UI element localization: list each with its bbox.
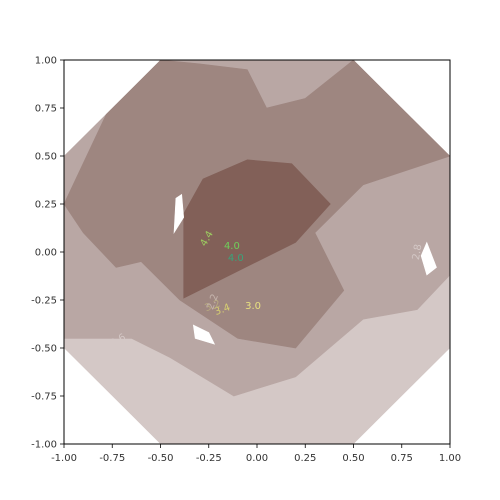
contour-region-level-4-0	[173, 193, 185, 234]
x-tick-label: -0.75	[99, 453, 125, 464]
contour-label-layer: 4.4 4.04.03.43.2 3.02.80.80.62.2	[109, 229, 425, 408]
y-tick-label: -1.00	[31, 440, 57, 451]
contour-fill-group	[64, 60, 450, 444]
y-axis: 1.00 0.75 0.50 0.25 0.00 -0.25 -0.50 -0.75 -1.00	[31, 56, 64, 451]
y-tick-label: 0.00	[35, 248, 57, 259]
y-tick-label: -0.50	[31, 344, 57, 355]
contour-label: 2.8	[411, 243, 425, 261]
contour-region-level-4-2	[420, 241, 437, 276]
contour-region-level-4-1	[192, 324, 216, 345]
y-tick-label: 0.50	[35, 152, 57, 163]
contour-region-level-3-0	[183, 159, 331, 299]
x-tick-label: 0.25	[294, 453, 316, 464]
y-tick-label: 0.25	[35, 200, 57, 211]
x-axis: -1.00 -0.75 -0.50 -0.25 0.00 0.25 0.50 0.75 1.00	[51, 444, 461, 464]
x-tick-label: -1.00	[51, 453, 77, 464]
x-tick-label: 0.50	[342, 453, 364, 464]
x-tick-label: -0.50	[148, 453, 174, 464]
x-tick-label: -0.25	[196, 453, 222, 464]
y-tick-label: 0.75	[35, 104, 57, 115]
x-tick-label: 0.00	[246, 453, 268, 464]
y-tick-label: -0.25	[31, 296, 57, 307]
x-tick-label: 0.75	[391, 453, 413, 464]
contour-label: 2.2	[205, 293, 221, 312]
y-tick-label: -0.75	[31, 392, 57, 403]
contour-label: 3.4	[213, 302, 232, 318]
contour-label: 3.2	[203, 298, 222, 314]
contour-label: 4.0	[228, 253, 244, 264]
contour-label: 0.8	[289, 391, 303, 409]
y-tick-label: 1.00	[35, 56, 57, 67]
x-tick-label: 1.00	[439, 453, 461, 464]
contour-label: 4.0	[224, 241, 240, 252]
contour-label: 3.0	[245, 301, 261, 312]
plot-area	[64, 60, 450, 444]
